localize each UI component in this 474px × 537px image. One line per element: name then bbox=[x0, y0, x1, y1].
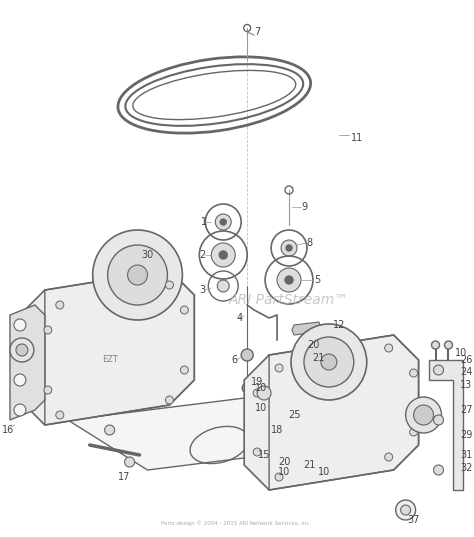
Circle shape bbox=[44, 386, 52, 394]
Polygon shape bbox=[292, 322, 321, 335]
Text: 31: 31 bbox=[460, 450, 473, 460]
Circle shape bbox=[181, 306, 188, 314]
Circle shape bbox=[406, 397, 441, 433]
Text: 11: 11 bbox=[351, 133, 363, 143]
Circle shape bbox=[286, 245, 292, 251]
Text: 3: 3 bbox=[199, 285, 205, 295]
Circle shape bbox=[241, 349, 253, 361]
Text: ARI PartStream™: ARI PartStream™ bbox=[229, 293, 349, 307]
Text: Parts design © 2004 - 2015 ARI Network Services, Inc.: Parts design © 2004 - 2015 ARI Network S… bbox=[161, 520, 311, 526]
Circle shape bbox=[165, 281, 173, 289]
Text: 27: 27 bbox=[460, 405, 473, 415]
Circle shape bbox=[291, 324, 367, 400]
Circle shape bbox=[14, 404, 26, 416]
Circle shape bbox=[385, 344, 392, 352]
Text: 8: 8 bbox=[306, 238, 312, 248]
Circle shape bbox=[217, 280, 229, 292]
Circle shape bbox=[242, 383, 252, 393]
Circle shape bbox=[44, 326, 52, 334]
Text: 20: 20 bbox=[308, 340, 320, 350]
Circle shape bbox=[165, 396, 173, 404]
Circle shape bbox=[401, 505, 410, 515]
Text: 13: 13 bbox=[460, 380, 473, 390]
Polygon shape bbox=[244, 335, 419, 490]
Circle shape bbox=[410, 369, 418, 377]
Circle shape bbox=[56, 411, 64, 419]
Circle shape bbox=[321, 354, 337, 370]
Text: 19: 19 bbox=[251, 377, 263, 387]
Text: 10: 10 bbox=[255, 403, 267, 413]
Circle shape bbox=[431, 341, 439, 349]
Circle shape bbox=[16, 344, 28, 356]
Text: 9: 9 bbox=[301, 202, 307, 212]
Circle shape bbox=[434, 415, 444, 425]
Circle shape bbox=[14, 319, 26, 331]
Text: 15: 15 bbox=[258, 450, 270, 460]
Text: 1: 1 bbox=[201, 217, 207, 227]
Circle shape bbox=[281, 240, 297, 256]
Circle shape bbox=[414, 405, 434, 425]
Polygon shape bbox=[20, 270, 194, 425]
Circle shape bbox=[396, 500, 416, 520]
Circle shape bbox=[285, 276, 293, 284]
Polygon shape bbox=[428, 360, 464, 490]
Text: 16: 16 bbox=[2, 425, 14, 435]
Circle shape bbox=[125, 457, 135, 467]
Circle shape bbox=[284, 395, 294, 405]
Circle shape bbox=[434, 465, 444, 475]
Circle shape bbox=[275, 364, 283, 372]
Circle shape bbox=[56, 301, 64, 309]
Circle shape bbox=[215, 214, 231, 230]
Circle shape bbox=[354, 433, 364, 443]
Text: 24: 24 bbox=[460, 367, 473, 377]
Text: 2: 2 bbox=[199, 250, 205, 260]
Circle shape bbox=[242, 403, 252, 413]
Circle shape bbox=[410, 428, 418, 436]
Circle shape bbox=[434, 365, 444, 375]
Polygon shape bbox=[68, 390, 389, 470]
Polygon shape bbox=[10, 305, 45, 420]
Text: EZT: EZT bbox=[101, 355, 118, 365]
Circle shape bbox=[275, 473, 283, 481]
Circle shape bbox=[253, 448, 261, 456]
Text: 25: 25 bbox=[288, 410, 300, 420]
Text: 21: 21 bbox=[313, 353, 325, 363]
Circle shape bbox=[277, 268, 301, 292]
Circle shape bbox=[304, 337, 354, 387]
Circle shape bbox=[181, 366, 188, 374]
Text: 10: 10 bbox=[456, 348, 467, 358]
Text: 37: 37 bbox=[408, 515, 420, 525]
Text: 4: 4 bbox=[236, 313, 242, 323]
Circle shape bbox=[105, 425, 115, 435]
Circle shape bbox=[385, 453, 392, 461]
Circle shape bbox=[219, 251, 227, 259]
Text: 29: 29 bbox=[460, 430, 473, 440]
Text: 21: 21 bbox=[303, 460, 315, 470]
Circle shape bbox=[253, 389, 261, 397]
Text: 10: 10 bbox=[318, 467, 330, 477]
Circle shape bbox=[445, 341, 453, 349]
Text: 6: 6 bbox=[231, 355, 237, 365]
Circle shape bbox=[10, 338, 34, 362]
Circle shape bbox=[211, 243, 235, 267]
Text: 7: 7 bbox=[254, 27, 260, 37]
Text: 12: 12 bbox=[333, 320, 345, 330]
Text: 18: 18 bbox=[271, 425, 283, 435]
Text: 26: 26 bbox=[460, 355, 473, 365]
Circle shape bbox=[128, 265, 147, 285]
Circle shape bbox=[257, 386, 271, 400]
Text: 30: 30 bbox=[141, 250, 154, 260]
Text: 5: 5 bbox=[314, 275, 320, 285]
Text: 32: 32 bbox=[460, 463, 473, 473]
Text: 17: 17 bbox=[118, 472, 131, 482]
Circle shape bbox=[108, 245, 167, 305]
Circle shape bbox=[93, 230, 182, 320]
Circle shape bbox=[220, 219, 226, 225]
Text: 10: 10 bbox=[255, 383, 267, 393]
Text: 10: 10 bbox=[278, 467, 290, 477]
Circle shape bbox=[14, 374, 26, 386]
Text: 20: 20 bbox=[278, 457, 290, 467]
